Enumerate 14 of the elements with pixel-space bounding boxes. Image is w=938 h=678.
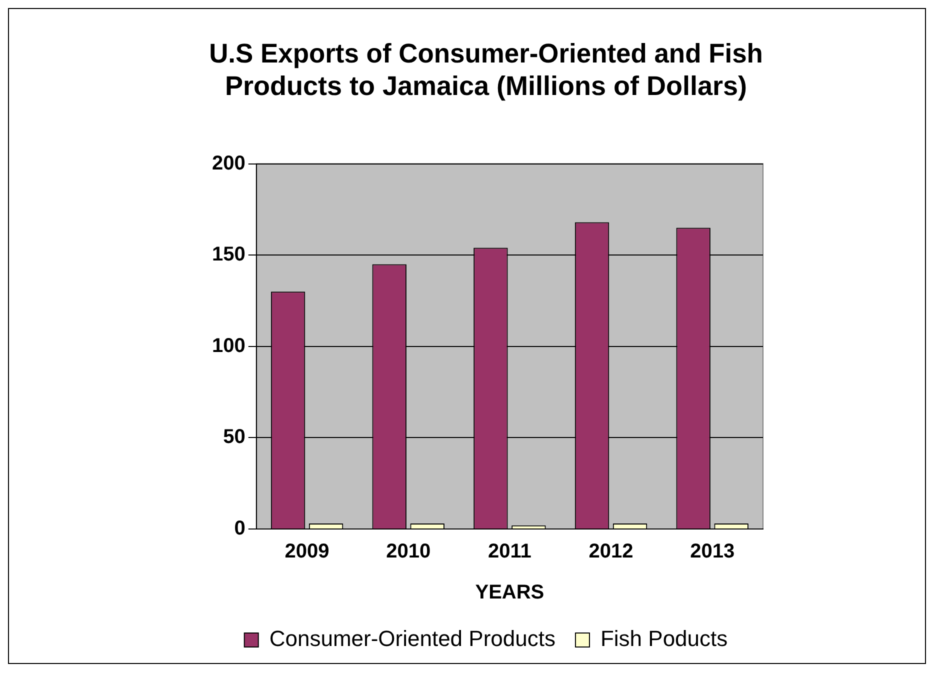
y-tick-label: 200 <box>212 152 246 174</box>
x-tick-label: 2013 <box>690 540 735 563</box>
x-axis-title: YEARS <box>475 582 544 604</box>
y-tick-label: 50 <box>223 426 246 448</box>
x-tick-label: 2009 <box>284 540 330 563</box>
y-tick-label: 150 <box>212 244 246 266</box>
chart-title: U.S Exports of Consumer-Oriented and Fish Products to Jamaica (Millions of Dollars) <box>209 38 763 102</box>
legend-label: Consumer-Oriented Products <box>269 626 556 652</box>
y-tick-label: 100 <box>212 334 246 357</box>
x-tick-label: 2011 <box>488 540 532 563</box>
y-tick-label: 0 <box>234 518 246 540</box>
legend-label: Fish Poducts <box>600 626 728 652</box>
x-tick-label: 2012 <box>588 540 634 563</box>
x-tick-label: 2010 <box>386 540 431 563</box>
